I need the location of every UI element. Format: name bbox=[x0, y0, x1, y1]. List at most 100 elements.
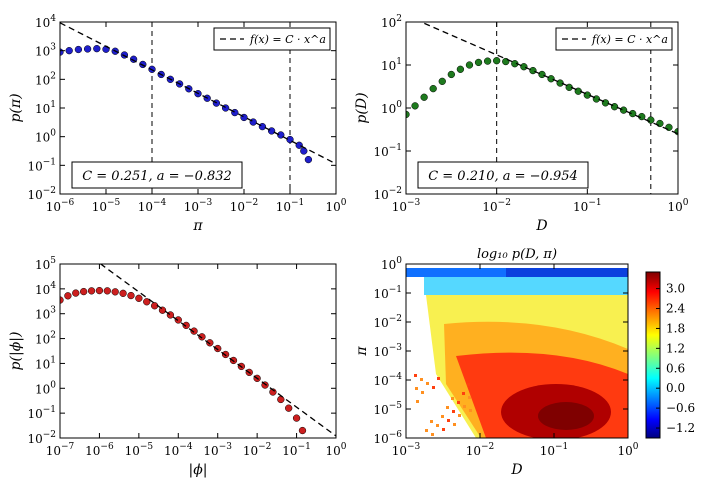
annotation-box bbox=[71, 161, 243, 189]
fit-line bbox=[99, 264, 336, 437]
y-tick-label: 103 bbox=[35, 306, 56, 322]
data-point bbox=[647, 116, 655, 124]
y-tick-label: 10−2 bbox=[27, 186, 56, 202]
x-tick-label: 100 bbox=[617, 442, 638, 458]
x-tick-label: 10−5 bbox=[92, 198, 121, 214]
x-tick-label: 100 bbox=[667, 198, 688, 214]
data-point bbox=[465, 61, 474, 69]
heatmap-speck bbox=[452, 410, 455, 413]
chart-title: log₁₀ p(D, π) bbox=[477, 247, 557, 262]
y-tick-label: 105 bbox=[35, 256, 56, 272]
data-point bbox=[135, 294, 143, 302]
data-point bbox=[277, 131, 285, 139]
y-tick-label: 10−1 bbox=[373, 143, 402, 159]
x-tick-label: 10−4 bbox=[138, 198, 167, 214]
chart-panel-3: 10−7 10−6 10−5 10−4 10−3 10−2 10−1 100 10−2 10−1 1… bbox=[8, 256, 347, 478]
y-tick-label: 100 bbox=[35, 380, 56, 396]
y-tick-label: 104 bbox=[35, 14, 56, 30]
heatmap-speck bbox=[437, 377, 440, 380]
y-tick-label: 102 bbox=[35, 71, 56, 87]
x-tick-label: 10−6 bbox=[46, 198, 75, 214]
plot-content bbox=[406, 22, 678, 194]
colorbar-tick-label: 1.2 bbox=[666, 341, 685, 355]
legend-label: f(x) = C · x^a bbox=[249, 33, 326, 46]
heatmap-speck bbox=[469, 409, 472, 412]
heatmap-speck bbox=[420, 378, 423, 381]
heatmap-speck bbox=[453, 423, 456, 426]
data-point bbox=[93, 45, 101, 53]
heatmap-speck bbox=[463, 405, 466, 408]
fit-annotation: C = 0.210, a = −0.954 bbox=[428, 169, 578, 184]
data-point bbox=[438, 77, 446, 85]
y-tick-label: 10−1 bbox=[27, 405, 56, 421]
x-tick-label: 10−3 bbox=[392, 442, 421, 458]
heatmap-speck bbox=[451, 397, 454, 400]
y-tick-label: 101 bbox=[381, 57, 402, 73]
data-point bbox=[80, 287, 88, 296]
y-tick-label: 103 bbox=[35, 43, 56, 59]
y-axis-label: p(π) bbox=[8, 93, 24, 122]
fit-annotation: C = 0.251, a = −0.832 bbox=[82, 169, 232, 184]
heatmap-speck bbox=[457, 401, 460, 404]
data-point bbox=[656, 119, 664, 128]
x-tick-label: 10−1 bbox=[276, 198, 305, 214]
data-point bbox=[610, 103, 619, 111]
data-point bbox=[411, 102, 419, 110]
x-tick-label: 10−5 bbox=[125, 442, 154, 458]
y-tick-label: 10−5 bbox=[373, 401, 402, 417]
heatmap-speck bbox=[414, 374, 417, 377]
data-point bbox=[601, 99, 610, 107]
data-point bbox=[538, 70, 546, 79]
colorbar-tick-label: −1.2 bbox=[666, 421, 695, 435]
x-tick-label: 10−3 bbox=[203, 442, 232, 458]
y-tick-label: 101 bbox=[35, 100, 56, 116]
data-point bbox=[182, 321, 190, 330]
heatmap-band-top-dark bbox=[506, 268, 628, 277]
heatmap-speck bbox=[415, 387, 418, 390]
data-point bbox=[300, 147, 308, 155]
heatmap-speck bbox=[416, 400, 419, 403]
heatmap-speck bbox=[458, 414, 461, 417]
x-tick-label: 10−1 bbox=[573, 198, 602, 214]
colorbar-tick-label: 2.4 bbox=[666, 302, 685, 316]
data-point bbox=[95, 286, 104, 295]
fit-line bbox=[60, 22, 336, 165]
x-axis-label: D bbox=[535, 218, 547, 234]
y-tick-label: 10−6 bbox=[373, 430, 402, 446]
data-point bbox=[198, 333, 206, 341]
data-point bbox=[74, 45, 83, 54]
x-axis-label: |ϕ| bbox=[189, 462, 208, 478]
data-point bbox=[87, 287, 96, 295]
data-point bbox=[298, 426, 307, 435]
data-point bbox=[493, 57, 501, 65]
y-tick-label: 10−2 bbox=[27, 430, 56, 446]
data-point bbox=[629, 109, 637, 118]
heatmap-field bbox=[406, 264, 628, 438]
data-point bbox=[420, 93, 428, 101]
y-tick-label: 100 bbox=[381, 100, 402, 116]
x-tick-label: 10−2 bbox=[466, 442, 495, 458]
data-point bbox=[556, 79, 564, 87]
y-axis-label: p(D) bbox=[354, 92, 370, 123]
x-tick-label: 100 bbox=[325, 198, 346, 214]
data-point bbox=[64, 292, 72, 300]
x-axis-label: D bbox=[510, 462, 522, 478]
colorbar-tick-label: 3.0 bbox=[666, 282, 685, 296]
data-point bbox=[429, 85, 437, 93]
data-point bbox=[258, 122, 267, 131]
data-point bbox=[474, 58, 483, 67]
heatmap-speck bbox=[468, 396, 471, 399]
heatmap-peak-core bbox=[538, 402, 594, 430]
heatmap-speck bbox=[432, 386, 435, 389]
data-point bbox=[304, 155, 313, 164]
y-tick-label: 10−1 bbox=[373, 285, 402, 301]
data-point bbox=[665, 123, 673, 131]
y-tick-label: 10−1 bbox=[27, 157, 56, 173]
annotation-box bbox=[417, 161, 589, 189]
data-point bbox=[103, 287, 111, 295]
y-tick-label: 10−3 bbox=[373, 343, 402, 359]
heatmap-speck bbox=[442, 428, 445, 431]
data-point bbox=[174, 316, 182, 324]
legend: f(x) = C · x^a bbox=[213, 27, 331, 51]
